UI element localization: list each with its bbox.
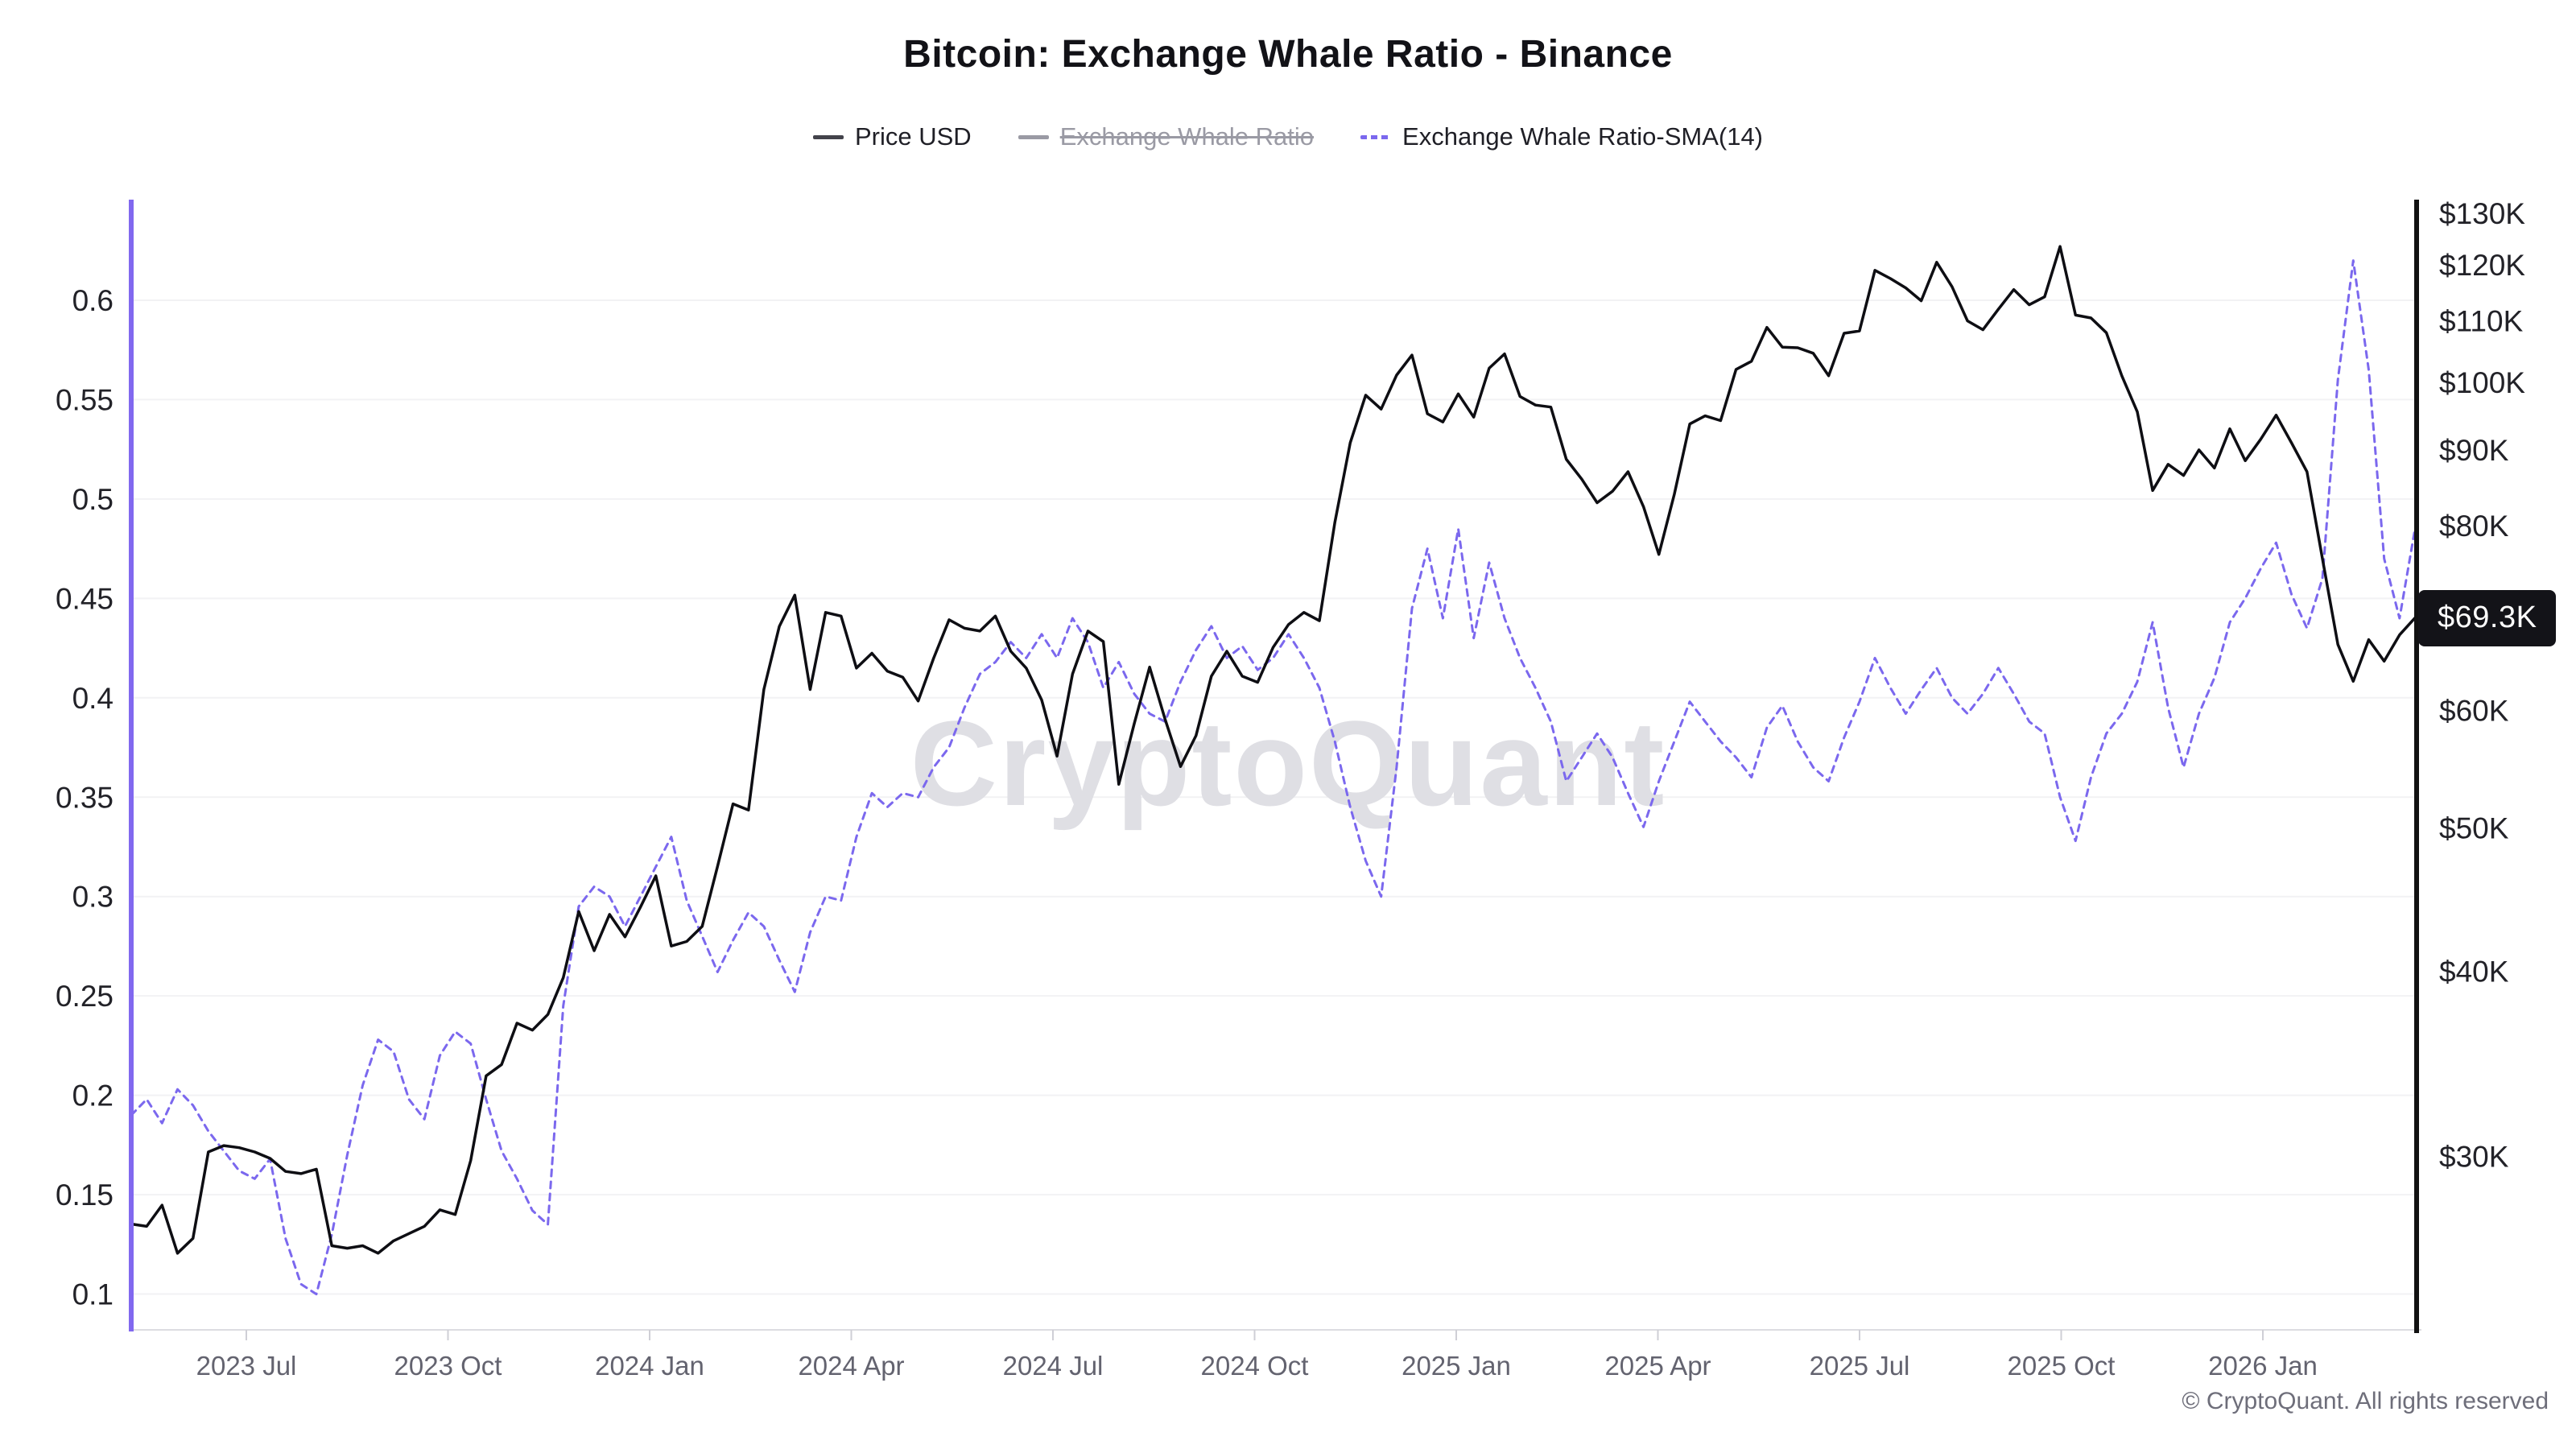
copyright-text: © CryptoQuant. All rights reserved <box>2182 1388 2549 1414</box>
left-axis-tick-label: 0.2 <box>72 1080 114 1113</box>
price-line-swatch-icon <box>812 134 844 139</box>
right-axis-tick-label: $40K <box>2439 956 2509 989</box>
right-axis-tick-label: $30K <box>2439 1140 2509 1173</box>
sma-line-swatch-icon <box>1360 134 1392 139</box>
left-axis-tick-label: 0.4 <box>72 682 114 715</box>
left-axis-tick-label: 0.55 <box>56 383 114 416</box>
current-price-badge: $69.3K <box>2418 589 2557 646</box>
legend-item-price-usd[interactable]: Price USD <box>812 122 972 151</box>
x-tick-label: 2023 Jul <box>196 1351 297 1381</box>
legend-item-exchange-whale-ratio[interactable]: Exchange Whale Ratio <box>1018 122 1314 151</box>
x-tick-label: 2025 Oct <box>2008 1351 2116 1381</box>
left-axis-tick-label: 0.45 <box>56 582 114 615</box>
right-axis-tick-label: $130K <box>2439 197 2525 230</box>
left-axis-tick-label: 0.3 <box>72 881 114 914</box>
legend-label-price-usd: Price USD <box>854 122 972 151</box>
whale-ratio-sma-line <box>130 259 2417 1296</box>
x-tick-label: 2024 Jul <box>1003 1351 1104 1381</box>
x-tick-label: 2025 Jul <box>1810 1351 1910 1381</box>
right-axis-tick-label: $100K <box>2439 366 2525 399</box>
right-axis-tick-label: $60K <box>2439 695 2509 728</box>
right-axis-tick-label: $50K <box>2439 811 2509 844</box>
x-tick-label: 2026 Jan <box>2208 1351 2318 1381</box>
right-axis-tick-label: $80K <box>2439 510 2509 543</box>
left-axis-tick-label: 0.6 <box>72 284 114 317</box>
right-axis-tick-label: $120K <box>2439 249 2525 282</box>
legend-item-whale-ratio-sma[interactable]: Exchange Whale Ratio-SMA(14) <box>1360 122 1763 151</box>
legend-label-exchange-whale-ratio: Exchange Whale Ratio <box>1059 122 1315 151</box>
whale-ratio-line-swatch-icon <box>1018 134 1049 139</box>
left-axis-tick-label: 0.25 <box>56 980 114 1013</box>
page-title: Bitcoin: Exchange Whale Ratio - Binance <box>903 33 1673 76</box>
price-usd-line <box>130 245 2417 1255</box>
legend: Price USD Exchange Whale Ratio Exchange … <box>0 122 2576 151</box>
x-tick-label: 2024 Jan <box>595 1351 704 1381</box>
x-tick-label: 2025 Apr <box>1604 1351 1711 1381</box>
right-axis-tick-label: $110K <box>2439 305 2524 338</box>
legend-label-whale-ratio-sma: Exchange Whale Ratio-SMA(14) <box>1402 122 1764 151</box>
x-tick-label: 2025 Jan <box>1402 1351 1511 1381</box>
watermark: CryptoQuant <box>910 696 1666 831</box>
right-axis-tick-label: $90K <box>2439 434 2509 467</box>
left-axis-tick-label: 0.1 <box>72 1278 114 1311</box>
x-tick-label: 2023 Oct <box>394 1351 502 1381</box>
x-tick-label: 2024 Apr <box>798 1351 904 1381</box>
x-tick-label: 2024 Oct <box>1201 1351 1309 1381</box>
left-axis-tick-label: 0.35 <box>56 781 114 814</box>
left-axis-tick-label: 0.15 <box>56 1179 114 1212</box>
left-axis-tick-label: 0.5 <box>72 483 114 516</box>
